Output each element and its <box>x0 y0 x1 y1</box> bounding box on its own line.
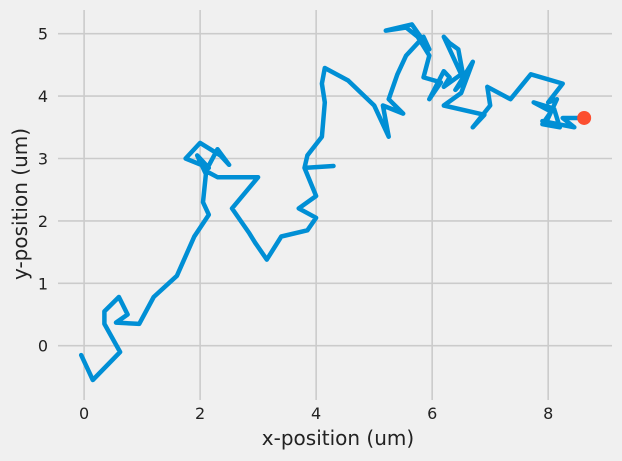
y-tick-label: 2 <box>38 212 48 231</box>
y-tick-label: 4 <box>38 87 48 106</box>
y-tick-label: 1 <box>38 274 48 293</box>
y-axis-label: y-position (um) <box>8 128 32 280</box>
grid <box>58 10 612 400</box>
tick-labels: 0 2 4 6 8 0 1 2 3 4 5 <box>38 25 553 423</box>
x-tick-label: 0 <box>79 404 89 423</box>
y-tick-label: 5 <box>38 25 48 44</box>
y-tick-label: 0 <box>38 337 48 356</box>
x-tick-label: 2 <box>195 404 205 423</box>
end-point-marker <box>577 110 592 125</box>
x-tick-label: 4 <box>311 404 321 423</box>
x-tick-label: 6 <box>427 404 437 423</box>
y-tick-label: 3 <box>38 150 48 169</box>
x-axis-label: x-position (um) <box>262 426 414 450</box>
series-layer <box>78 22 592 383</box>
series-line <box>78 22 586 383</box>
x-tick-label: 8 <box>543 404 553 423</box>
